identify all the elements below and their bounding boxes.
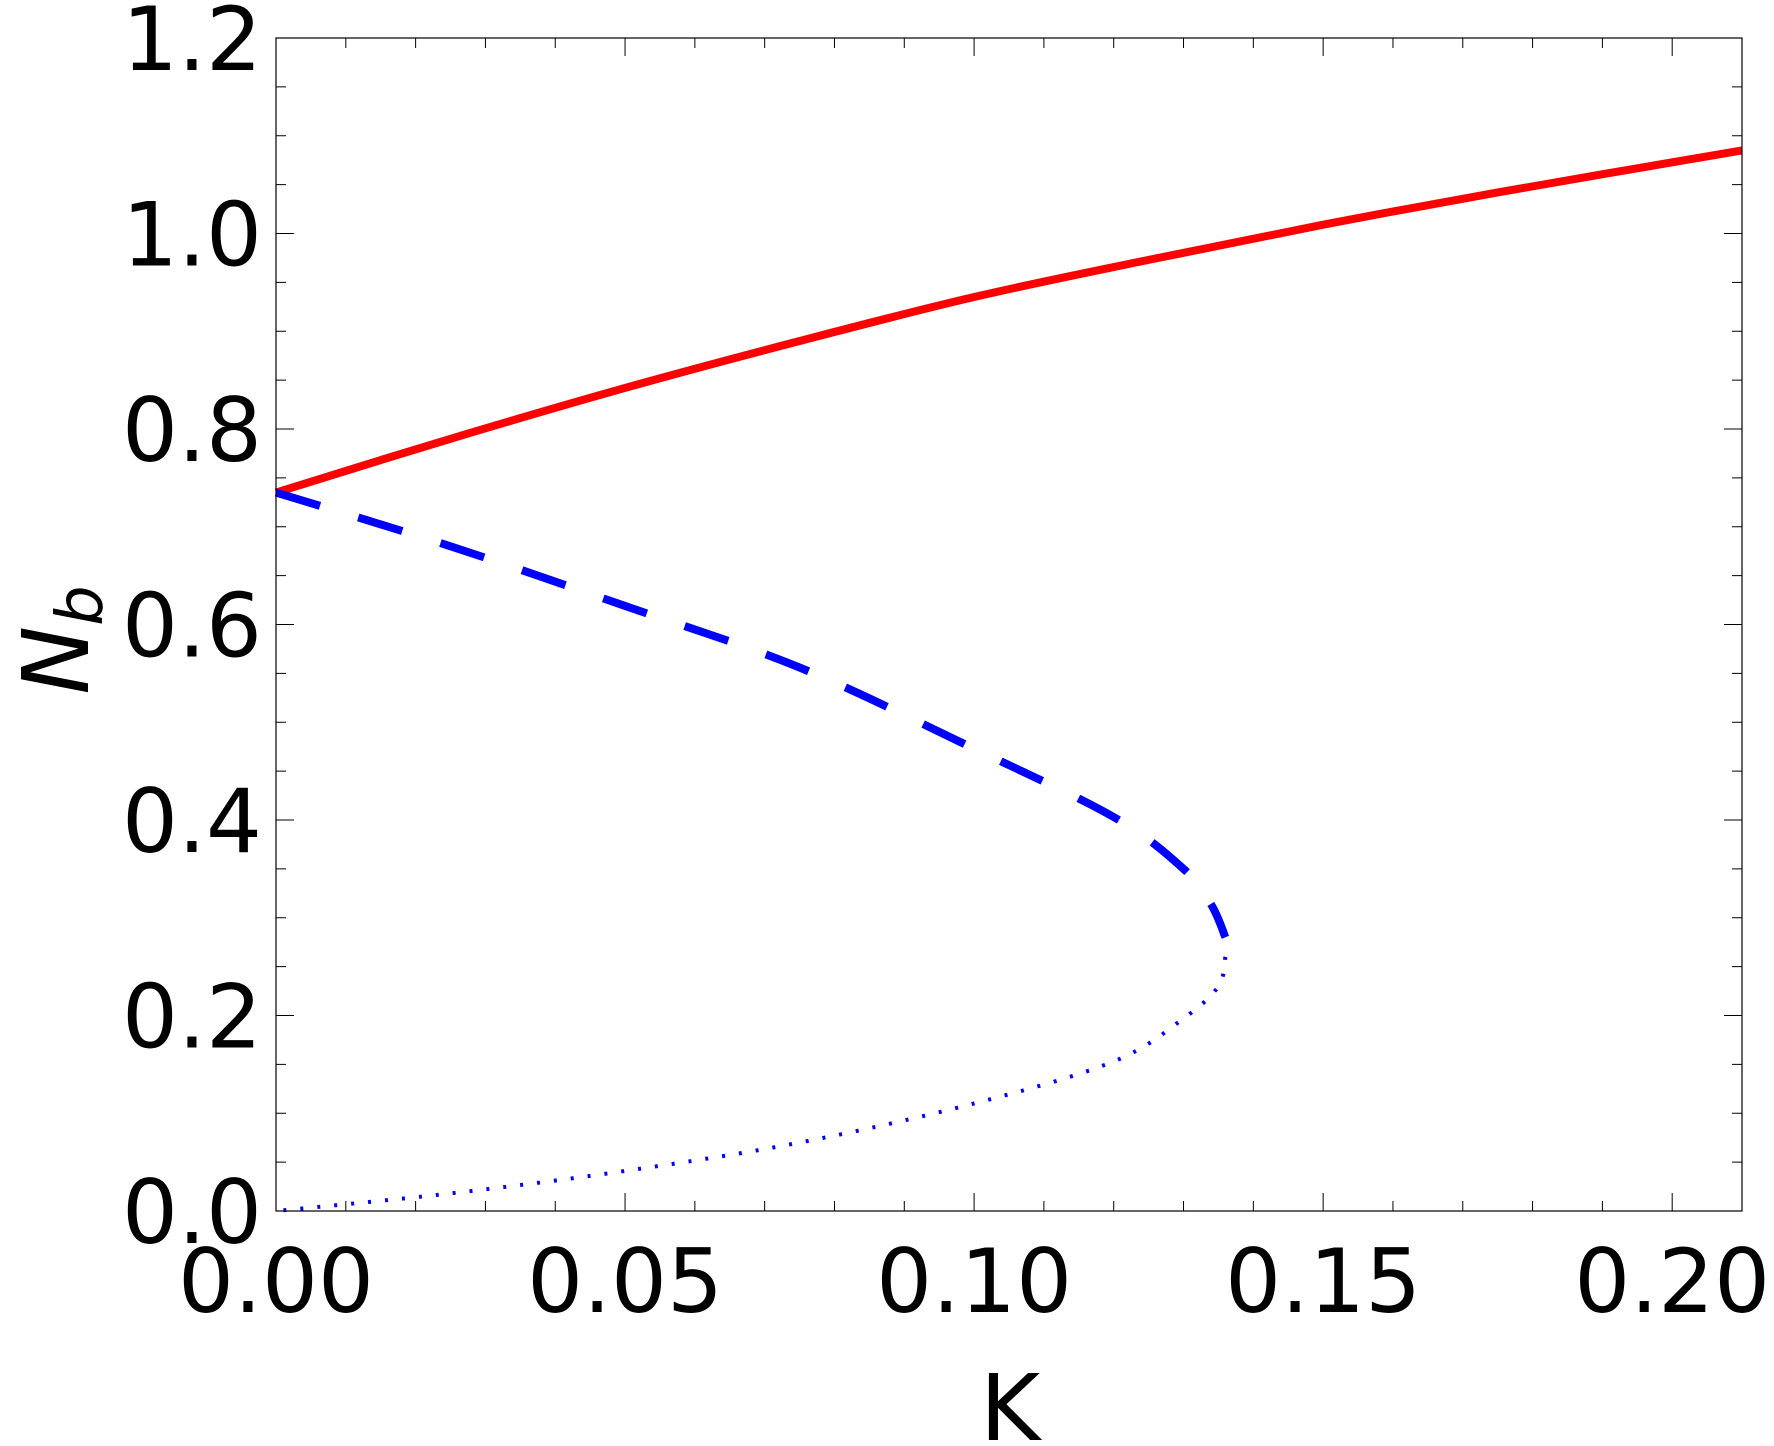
x-axis-label: K: [980, 1355, 1043, 1446]
y-tick-label: 0.4: [122, 770, 262, 873]
series-line-solid: [274, 146, 1743, 497]
x-tick-label: 0.15: [1225, 1230, 1421, 1333]
x-tick-label: 0.05: [527, 1230, 723, 1333]
y-tick-label: 1.0: [122, 184, 262, 287]
y-axis-label: Nb: [3, 585, 118, 694]
x-tick-label: 0.20: [1574, 1230, 1770, 1333]
x-tick-label: 0.10: [876, 1230, 1072, 1333]
y-tick-label: 1.2: [122, 0, 262, 91]
x-tick-label: 0.00: [178, 1230, 374, 1333]
series-group: [274, 146, 1743, 1213]
y-axis-label-sub: b: [44, 585, 118, 626]
series-line-dotted: [275, 956, 1228, 1213]
y-tick-label: 0.0: [122, 1161, 262, 1264]
series-line-dashed: [274, 488, 1230, 939]
y-tick-label: 0.6: [122, 575, 262, 678]
y-axis-label-main: N: [3, 626, 110, 695]
plot-frame: [275, 37, 1743, 1212]
axis-ticks: [275, 37, 1743, 1212]
tick-labels: 0.00 0.05 0.10 0.15 0.20 0.0 0.2 0.4 0.6 0.8 1.0 1.…: [122, 0, 1770, 1333]
y-tick-label: 0.8: [122, 379, 262, 482]
y-tick-label: 0.2: [122, 966, 262, 1069]
